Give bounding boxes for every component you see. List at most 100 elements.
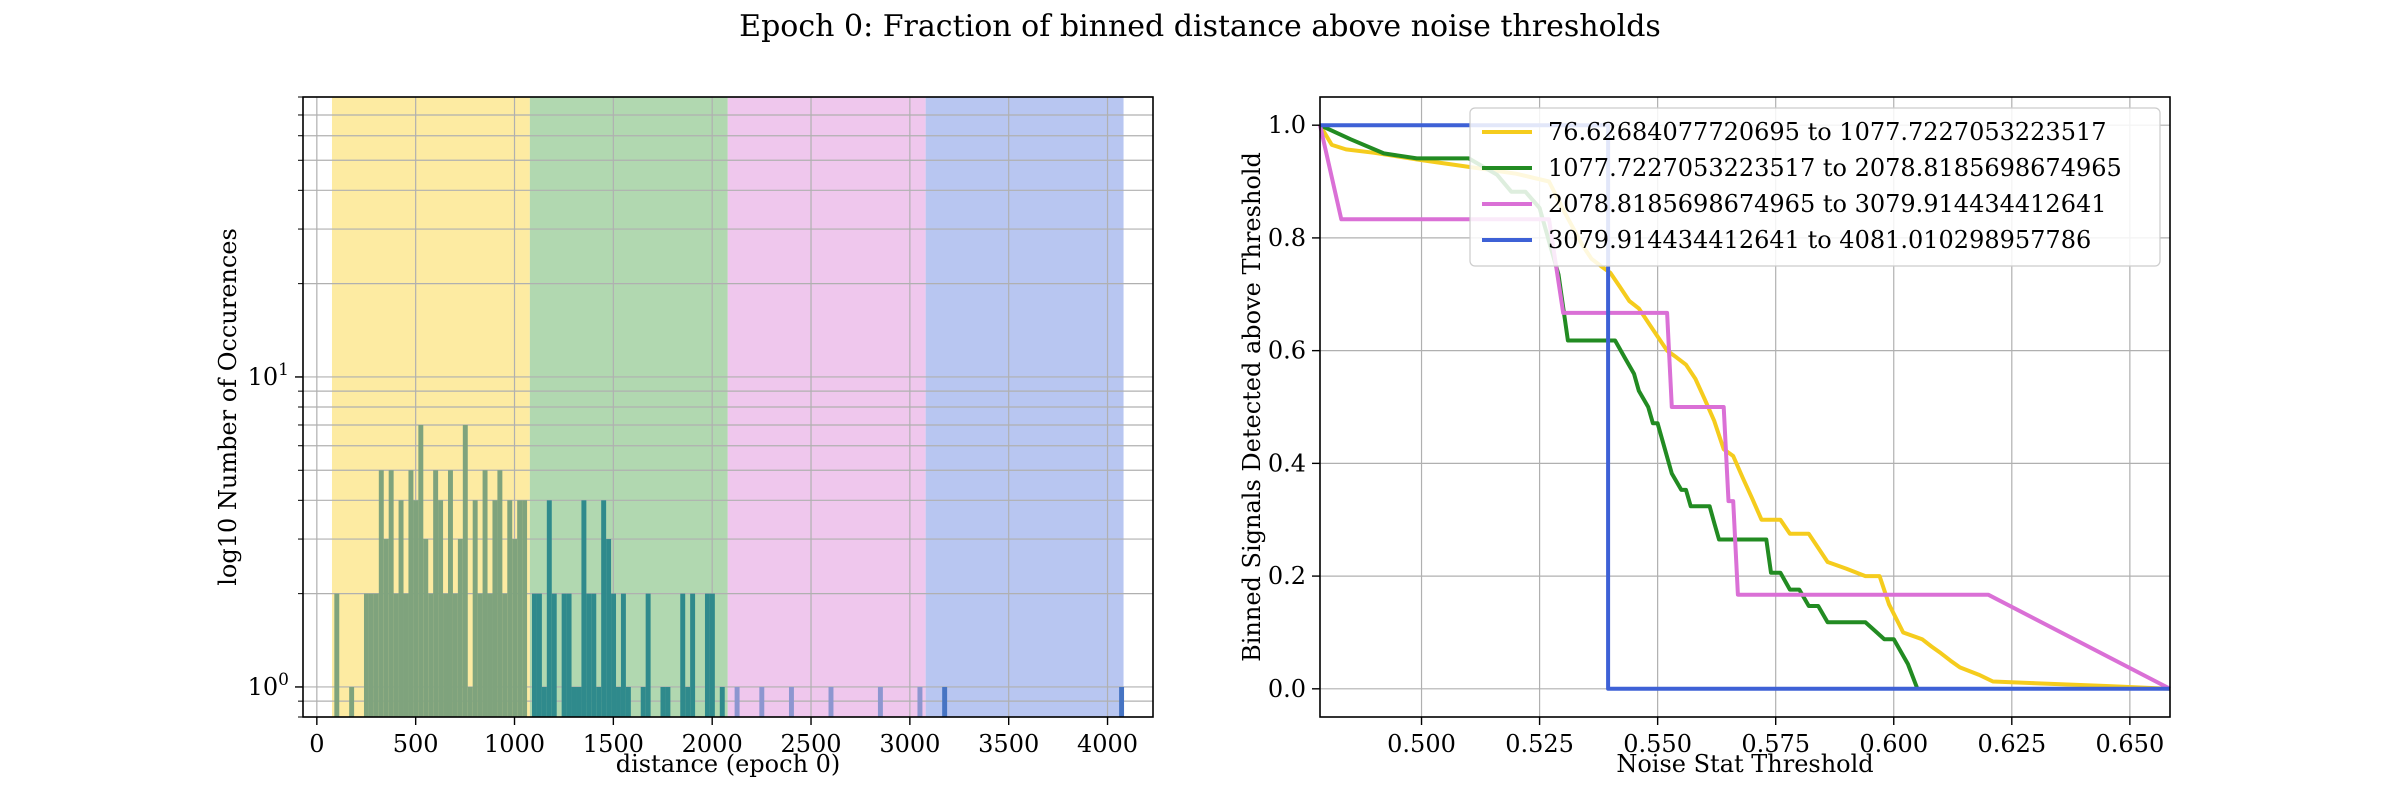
histogram-bar — [487, 593, 493, 717]
legend-box — [1469, 107, 2161, 267]
x-tick-label: 1000 — [484, 730, 545, 758]
x-tick-label: 0.625 — [1977, 730, 2046, 758]
histogram-bar — [561, 593, 567, 717]
legend-label-1: 1077.7227053223517 to 2078.8185698674965 — [1548, 154, 2122, 182]
histogram-bar — [443, 593, 448, 717]
x-tick-label: 3000 — [879, 730, 940, 758]
x-tick-label: 0.650 — [2096, 730, 2165, 758]
x-tick-label: 0.500 — [1387, 730, 1456, 758]
threshold-panel: 0.500 0.525 0.550 0.575 0.600 0.625 0.650 0.0 0.… — [1238, 96, 2171, 778]
histogram-bar — [546, 500, 552, 717]
legend-label-0: 76.62684077720695 to 1077.7227053223517 — [1548, 118, 2107, 146]
histogram-bar — [438, 500, 444, 717]
x-tick-label: 0.575 — [1741, 730, 1810, 758]
y-tick-label: 0.4 — [1268, 449, 1306, 477]
histogram-ylabel: log10 Number of Occurences — [214, 228, 242, 586]
histogram-bar — [601, 500, 607, 717]
histogram-bar — [586, 593, 592, 717]
histogram-bar — [507, 500, 513, 717]
x-tick-label: 4000 — [1077, 730, 1138, 758]
histogram-bar — [690, 593, 696, 717]
histogram-bar — [532, 593, 537, 717]
histogram-bar — [457, 539, 463, 717]
histogram-bar — [616, 686, 621, 717]
histogram-bar — [423, 539, 429, 717]
y-tick-label: 1.0 — [1268, 111, 1306, 139]
histogram-bar — [398, 500, 404, 717]
y-tick-label: 0.8 — [1268, 224, 1306, 252]
x-tick-label: 2000 — [682, 730, 743, 758]
histogram-bar — [759, 686, 765, 717]
histogram-bar — [566, 593, 572, 717]
histogram-bar — [611, 593, 617, 717]
histogram-bar — [665, 686, 671, 717]
x-tick-label: 0 — [309, 730, 324, 758]
histogram-bar — [685, 686, 691, 717]
histogram-bar — [719, 686, 725, 717]
histogram-bar — [704, 593, 710, 717]
histogram-bar — [482, 470, 488, 717]
histogram-bar — [447, 470, 453, 717]
histogram-bar — [378, 470, 384, 717]
histogram-bar — [497, 470, 503, 717]
histogram-bar — [606, 539, 612, 717]
histogram-bar — [625, 686, 631, 717]
histogram-bar — [418, 424, 424, 717]
histogram-bar — [596, 686, 602, 717]
y-tick-label: 101 — [248, 360, 289, 391]
x-tick-label: 2500 — [780, 730, 841, 758]
series-line-3 — [1320, 123, 2170, 691]
histogram-bar — [462, 424, 468, 717]
histogram-bar — [591, 593, 597, 717]
histogram-bar — [620, 593, 626, 717]
histogram-bar — [373, 593, 379, 717]
histogram-bar — [349, 686, 355, 717]
histogram-bar — [413, 500, 419, 717]
histogram-bar — [408, 470, 414, 717]
x-tick-label: 0.525 — [1505, 730, 1574, 758]
histogram-bar — [522, 500, 528, 717]
histogram-bar — [660, 686, 666, 717]
histogram-bar — [334, 593, 340, 717]
threshold-xlabel: Noise Stat Threshold — [1616, 750, 1873, 778]
histogram-bar — [581, 500, 587, 717]
histogram-bar — [517, 500, 523, 717]
histogram-xlabel: distance (epoch 0) — [616, 750, 841, 778]
histogram-bar — [388, 470, 394, 717]
x-tick-label: 0.600 — [1859, 730, 1928, 758]
y-tick-label: 100 — [248, 670, 289, 701]
threshold-frame — [1319, 96, 2171, 718]
threshold-ylabel: Binned Signals Detected above Threshold — [1238, 152, 1266, 662]
histogram-bar — [877, 686, 883, 717]
histogram-bar — [551, 593, 557, 717]
histogram-bar — [734, 686, 740, 717]
histogram-bar — [433, 470, 439, 717]
histogram-bar — [576, 686, 582, 717]
x-tick-label: 1500 — [583, 730, 644, 758]
histogram-bar — [467, 686, 473, 717]
y-tick-label: 0.2 — [1268, 562, 1306, 590]
histogram-bar — [393, 593, 399, 717]
histogram-bar — [502, 593, 508, 717]
histogram-bar — [492, 500, 498, 717]
histogram-bar — [680, 593, 686, 717]
x-tick-label: 500 — [393, 730, 439, 758]
x-tick-label: 3500 — [978, 730, 1039, 758]
histogram-bar — [942, 686, 948, 717]
y-tick-label: 0.0 — [1268, 675, 1306, 703]
legend-label-2: 2078.8185698674965 to 3079.914434412641 — [1548, 190, 2107, 218]
histogram-bar — [383, 539, 389, 717]
histogram-bar — [828, 686, 834, 717]
histogram-bar — [645, 593, 651, 717]
y-tick-label: 0.6 — [1268, 337, 1306, 365]
histogram-bar — [536, 593, 542, 717]
histogram-bar — [477, 593, 483, 717]
legend: 76.62684077720695 to 1077.7227053223517 1… — [1469, 107, 2161, 267]
histogram-bar — [571, 686, 577, 717]
histogram-bar — [472, 500, 478, 717]
histogram-bar — [541, 686, 547, 717]
histogram-bar — [403, 593, 409, 717]
histogram-bar — [512, 539, 518, 717]
histogram-bar — [917, 686, 923, 717]
